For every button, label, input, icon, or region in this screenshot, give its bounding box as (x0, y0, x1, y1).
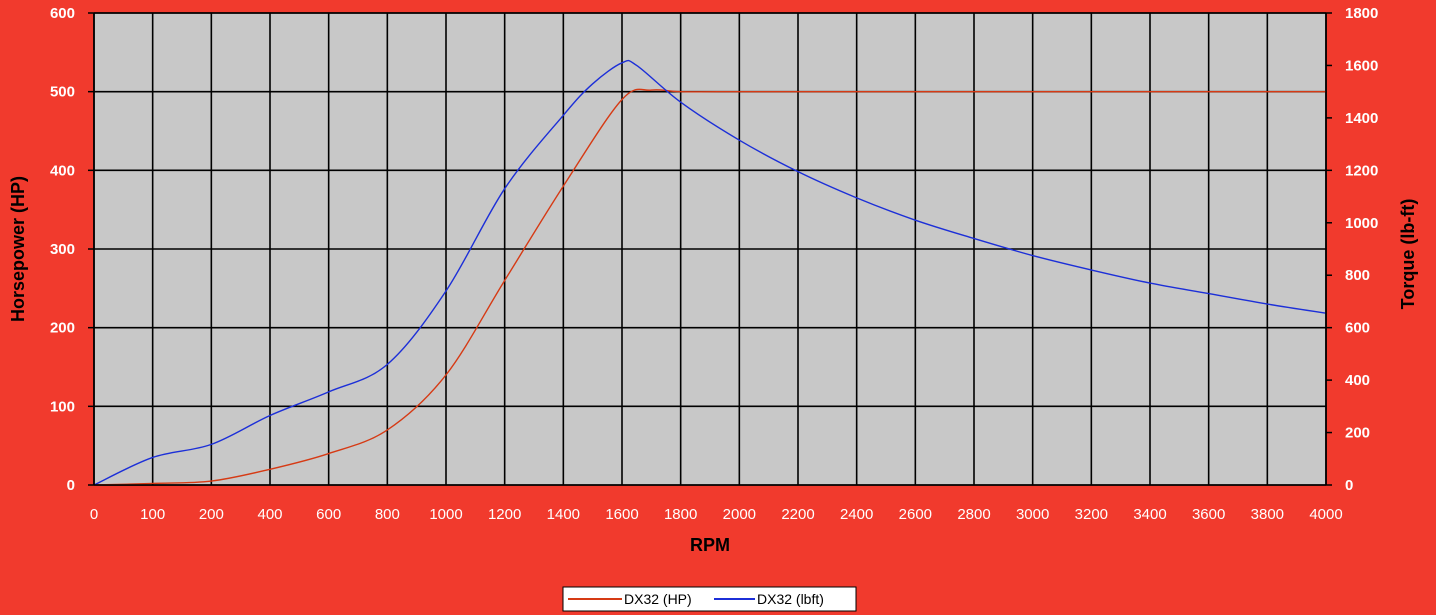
x-tick-label: 1000 (429, 506, 462, 523)
x-tick-label: 1800 (664, 506, 697, 523)
y-right-tick-label: 400 (1345, 372, 1370, 389)
y-right-tick-label: 1600 (1345, 57, 1378, 74)
x-tick-label: 800 (375, 506, 400, 523)
legend: DX32 (HP) DX32 (lbft) (562, 586, 857, 612)
y-left-tick-label: 300 (50, 241, 75, 258)
x-tick-label: 3000 (1016, 506, 1049, 523)
y-left-tick-label: 100 (50, 398, 75, 415)
x-tick-label: 0 (90, 506, 98, 523)
x-tick-label: 1400 (547, 506, 580, 523)
legend-box (562, 586, 857, 612)
y-axis-left-title: Horsepower (HP) (8, 176, 28, 322)
series-line-0 (93, 88, 1326, 486)
axis-layer: 0 100 200 400 600 800 1000 1200 1400 1600 1800 2000… (50, 5, 1378, 523)
x-axis-title: RPM (690, 535, 730, 555)
legend-label-hp: DX32 (HP) (624, 591, 692, 607)
y-right-tick-label: 1400 (1345, 110, 1378, 127)
x-tick-label: 4000 (1309, 506, 1342, 523)
y-left-tick-label: 600 (50, 5, 75, 22)
y-right-tick-label: 800 (1345, 267, 1370, 284)
x-tick-label: 100 (140, 506, 165, 523)
x-tick-label: 200 (199, 506, 224, 523)
y-left-tick-label: 400 (50, 162, 75, 179)
x-tick-label: 3200 (1075, 506, 1108, 523)
x-tick-label: 2400 (840, 506, 873, 523)
y-left-tick-label: 500 (50, 84, 75, 101)
y-right-tick-label: 200 (1345, 425, 1370, 442)
legend-label-torque: DX32 (lbft) (757, 591, 824, 607)
x-tick-label: 2600 (899, 506, 932, 523)
y-right-tick-label: 1200 (1345, 162, 1378, 179)
y-right-tick-label: 0 (1345, 477, 1353, 494)
x-tick-label: 1200 (488, 506, 521, 523)
y-right-tick-label: 1000 (1345, 215, 1378, 232)
x-tick-label: 1600 (605, 506, 638, 523)
x-tick-label: 2800 (957, 506, 990, 523)
x-tick-label: 3600 (1192, 506, 1225, 523)
series-layer (93, 59, 1327, 486)
y-left-tick-label: 200 (50, 320, 75, 337)
y-right-tick-label: 600 (1345, 320, 1370, 337)
x-tick-label: 600 (316, 506, 341, 523)
x-tick-label: 400 (257, 506, 282, 523)
x-tick-label: 3400 (1133, 506, 1166, 523)
x-tick-label: 2000 (723, 506, 756, 523)
y-left-tick-label: 0 (67, 477, 75, 494)
y-axis-right-title: Torque (lb-ft) (1398, 199, 1418, 310)
x-tick-label: 2200 (781, 506, 814, 523)
x-tick-label: 3800 (1251, 506, 1284, 523)
series-line-1 (93, 59, 1327, 486)
y-right-tick-label: 1800 (1345, 5, 1378, 22)
